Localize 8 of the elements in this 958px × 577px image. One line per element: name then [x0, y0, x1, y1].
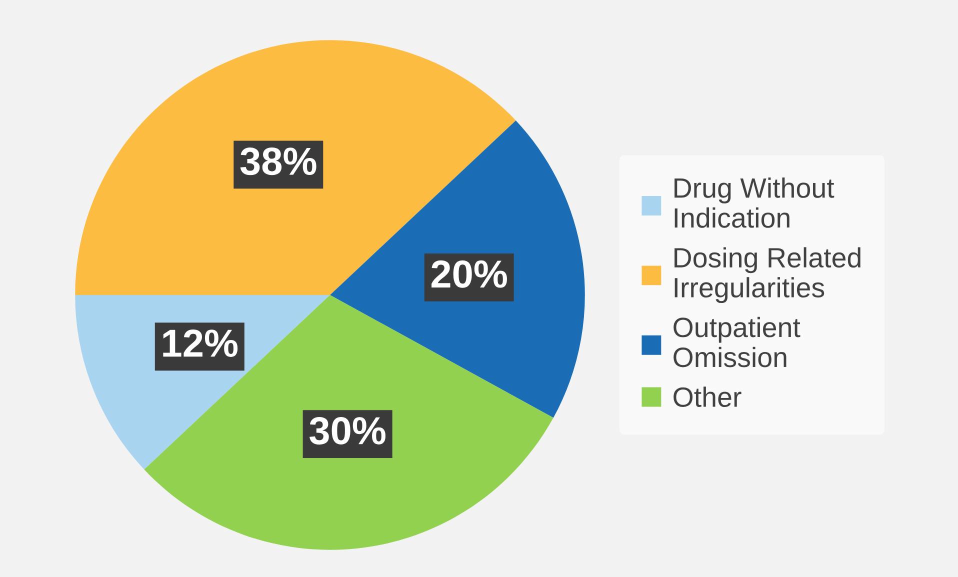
data-label: 20% [432, 260, 507, 288]
legend-label: Drug Without Indication [674, 178, 834, 228]
data-label: 30% [310, 416, 386, 445]
legend-label: Dosing Related Irregularities [674, 247, 860, 304]
data-label: 12% [163, 330, 238, 357]
legend-label: Outpatient Omission [674, 316, 800, 368]
data-label: 38% [240, 148, 316, 176]
legend-label: Other [674, 386, 742, 408]
